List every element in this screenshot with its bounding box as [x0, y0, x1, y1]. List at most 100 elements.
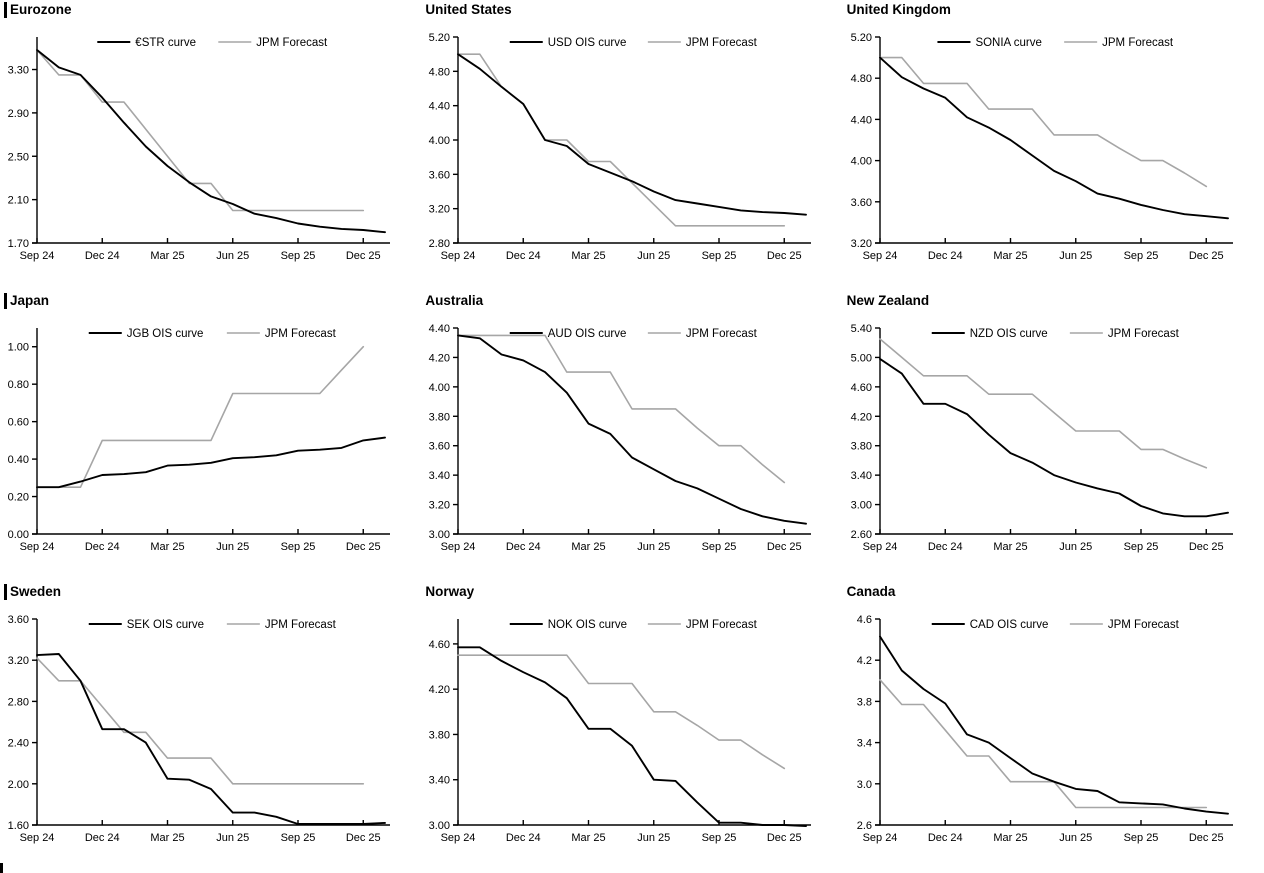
section-bar-fragment	[0, 863, 3, 873]
x-tick-label: Jun 25	[1059, 250, 1092, 262]
panel-title-canada: Canada	[843, 582, 1264, 600]
y-tick-label: 3.20	[429, 204, 450, 216]
chart-panel-sweden: Sweden 1.60 2.00 2.40 2.80 3.20 3.60 Sep 24 Dec…	[0, 582, 421, 873]
y-tick-label: 4.6	[856, 614, 871, 626]
x-tick-label: Dec 24	[506, 541, 541, 553]
x-tick-label: Jun 25	[1059, 832, 1092, 844]
y-tick-label: 2.80	[8, 696, 29, 708]
chart-canvas-new-zealand: 2.60 3.00 3.40 3.80 4.20 4.60 5.00 5.40 Sep 24 De…	[850, 323, 1233, 553]
legend-label: AUD OIS curve	[548, 328, 627, 340]
legend-label: JGB OIS curve	[127, 328, 204, 340]
x-tick-label: Dec 24	[927, 250, 962, 262]
legend-label: JPM Forecast	[265, 619, 337, 631]
x-tick-label: Sep 24	[441, 250, 476, 262]
y-tick-label: 3.00	[850, 500, 871, 512]
y-tick-label: 5.20	[850, 32, 871, 44]
y-tick-label: 2.00	[8, 779, 29, 791]
y-tick-label: 4.40	[429, 323, 450, 335]
y-tick-label: 3.20	[8, 655, 29, 667]
x-tick-label: Mar 25	[993, 832, 1027, 844]
y-tick-label: 3.60	[429, 441, 450, 453]
series-line-nzd-ois-curve	[878, 357, 1229, 518]
y-tick-label: 5.20	[429, 32, 450, 44]
y-tick-label: 1.70	[8, 238, 29, 250]
x-tick-label: Dec 24	[927, 541, 962, 553]
legend-label: JPM Forecast	[686, 328, 758, 340]
series-line-usd-ois-curve	[457, 53, 808, 216]
x-tick-label: Mar 25	[150, 541, 184, 553]
x-tick-label: Dec 24	[927, 832, 962, 844]
y-tick-label: 3.20	[850, 238, 871, 250]
y-tick-label: 3.40	[429, 775, 450, 787]
y-tick-label: 4.80	[850, 73, 871, 85]
panel-title-text: Norway	[425, 584, 475, 599]
y-tick-label: 0.60	[8, 417, 29, 429]
x-tick-label: Dec 25	[767, 541, 802, 553]
y-tick-label: 3.60	[850, 197, 871, 209]
legend-label: SEK OIS curve	[127, 619, 204, 631]
y-tick-label: 4.60	[429, 639, 450, 651]
legend-label: NZD OIS curve	[969, 328, 1047, 340]
series-line-jpm-forecast	[36, 345, 365, 488]
x-tick-label: Sep 25	[702, 250, 737, 262]
x-tick-label: Jun 25	[638, 832, 671, 844]
x-tick-label: Sep 25	[281, 541, 316, 553]
x-tick-label: Dec 24	[85, 832, 120, 844]
legend-label: JPM Forecast	[1102, 37, 1174, 49]
legend-label: JPM Forecast	[256, 37, 328, 49]
x-tick-label: Sep 25	[1123, 541, 1158, 553]
x-tick-label: Mar 25	[572, 832, 606, 844]
x-tick-label: Dec 25	[346, 541, 381, 553]
series-line-aud-ois-curve	[457, 334, 808, 525]
y-tick-label: 2.50	[8, 151, 29, 163]
y-tick-label: 3.4	[856, 738, 871, 750]
chart-canvas-united-states: 2.80 3.20 3.60 4.00 4.40 4.80 5.20 Sep 24 Dec 24…	[429, 32, 812, 262]
y-tick-label: 3.40	[850, 470, 871, 482]
x-tick-label: Mar 25	[572, 541, 606, 553]
x-tick-label: Jun 25	[216, 250, 249, 262]
panel-title-text: Sweden	[10, 584, 62, 599]
x-tick-label: Mar 25	[150, 250, 184, 262]
chart-canvas-norway: 3.00 3.40 3.80 4.20 4.60 Sep 24 Dec 24 Mar 25 Ju…	[429, 619, 812, 844]
legend-label: JPM Forecast	[686, 619, 758, 631]
series-line-jpm-forecast	[457, 654, 786, 770]
panel-title-eurozone: Eurozone	[0, 0, 421, 18]
y-tick-label: 4.80	[429, 66, 450, 78]
y-tick-label: 2.6	[856, 820, 871, 832]
x-tick-label: Sep 24	[441, 832, 476, 844]
y-tick-label: 3.8	[856, 696, 871, 708]
legend-label: JPM Forecast	[1108, 619, 1180, 631]
panel-title-japan: Japan	[0, 291, 421, 309]
y-tick-label: 4.60	[850, 382, 871, 394]
series-line--str-curve	[36, 49, 386, 234]
x-tick-label: Dec 25	[767, 832, 802, 844]
y-tick-label: 2.10	[8, 195, 29, 207]
y-tick-label: 3.80	[429, 729, 450, 741]
x-tick-label: Sep 24	[862, 832, 897, 844]
legend-label: SONIA curve	[975, 37, 1041, 49]
legend-label: JPM Forecast	[265, 328, 337, 340]
panel-title-text: Australia	[425, 293, 484, 308]
y-tick-label: 3.40	[429, 470, 450, 482]
y-tick-label: 3.20	[429, 500, 450, 512]
y-tick-label: 5.40	[850, 323, 871, 335]
x-tick-label: Mar 25	[150, 832, 184, 844]
y-tick-label: 4.00	[429, 382, 450, 394]
y-tick-label: 4.00	[429, 135, 450, 147]
y-tick-label: 3.60	[8, 614, 29, 626]
panel-title-text: United Kingdom	[846, 2, 951, 17]
y-tick-label: 4.40	[850, 114, 871, 126]
y-tick-label: 0.20	[8, 492, 29, 504]
series-line-jpm-forecast	[878, 679, 1207, 809]
x-tick-label: Sep 25	[281, 832, 316, 844]
series-line-jpm-forecast	[36, 657, 365, 785]
legend-label: JPM Forecast	[686, 37, 758, 49]
panel-title-text: Japan	[10, 293, 50, 308]
x-tick-label: Jun 25	[216, 541, 249, 553]
x-tick-label: Jun 25	[638, 250, 671, 262]
panel-title-sweden: Sweden	[0, 582, 421, 600]
chart-panel-australia: Australia 3.00 3.20 3.40 3.60 3.80 4.00 4.20 4.…	[421, 291, 842, 582]
series-line-sek-ois-curve	[36, 653, 386, 825]
y-tick-label: 2.60	[850, 529, 871, 541]
chart-panel-norway: Norway 3.00 3.40 3.80 4.20 4.60 Sep 24 Dec 24 M…	[421, 582, 842, 873]
